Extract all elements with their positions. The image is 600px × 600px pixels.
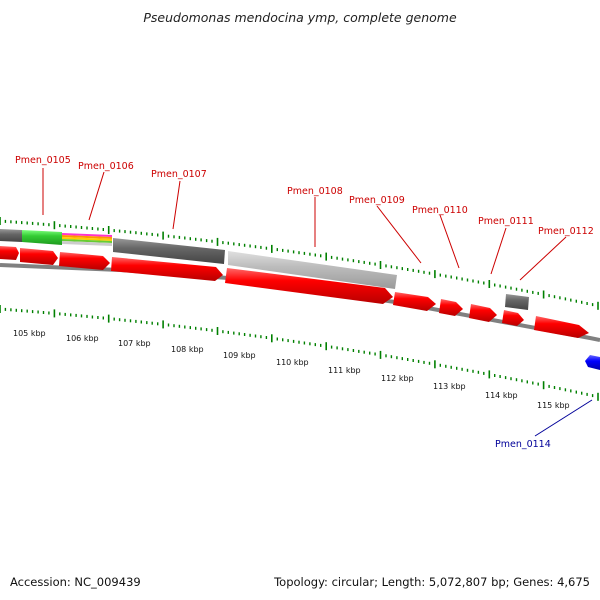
cds-arrow [0, 246, 19, 260]
green-feature-bar [22, 230, 62, 245]
feature-track-upper [0, 229, 529, 310]
kbp-label: 114 kbp [485, 391, 518, 400]
cds-arrow [469, 304, 497, 322]
gene-label[interactable]: Pmen_0106 [78, 161, 134, 172]
leader-line [519, 236, 567, 281]
leader-line [172, 180, 181, 230]
kbp-label: 106 kbp [66, 334, 99, 343]
gene-label[interactable]: Pmen_0111 [478, 216, 534, 227]
cds-arrow [225, 268, 393, 304]
gene-leader-lines [42, 168, 593, 437]
kbp-label: 110 kbp [276, 358, 309, 367]
gene-label[interactable]: Pmen_0112 [538, 226, 594, 237]
leader-line-reverse [534, 399, 593, 437]
kbp-label: 105 kbp [13, 329, 46, 338]
gene-label[interactable]: Pmen_0107 [151, 169, 207, 180]
gray-feature-bar [0, 229, 22, 242]
accession-text: Accession: NC_009439 [10, 575, 141, 589]
gene-label[interactable]: Pmen_0109 [349, 195, 405, 206]
gene-label[interactable]: Pmen_0105 [15, 155, 71, 166]
cds-arrow [59, 252, 110, 270]
kbp-label: 111 kbp [328, 366, 361, 375]
kbp-labels: 105 kbp 106 kbp 107 kbp 108 kbp 109 kbp … [13, 329, 570, 410]
genome-summary-text: Topology: circular; Length: 5,072,807 bp… [274, 575, 590, 589]
kbp-label: 109 kbp [223, 351, 256, 360]
gray-feature-bar [505, 294, 529, 310]
cds-arrow [111, 257, 223, 281]
cds-arrow [439, 299, 463, 316]
tick-row-lower [0, 305, 599, 401]
leader-line [439, 214, 460, 269]
multicolor-feature-bar [62, 233, 112, 246]
cds-arrow-reverse [585, 355, 600, 370]
cds-arrow [20, 248, 58, 265]
kbp-label: 115 kbp [537, 401, 570, 410]
kbp-label: 107 kbp [118, 339, 151, 348]
gray-feature-bar [113, 238, 225, 264]
lightgray-feature-bar [228, 251, 397, 289]
gene-labels: Pmen_0105 Pmen_0106 Pmen_0107 Pmen_0108 … [15, 155, 594, 450]
kbp-label: 108 kbp [171, 345, 204, 354]
gene-label[interactable]: Pmen_0108 [287, 186, 343, 197]
map-title: Pseudomonas mendocina ymp, complete geno… [143, 10, 457, 25]
tick-row-upper [0, 217, 599, 310]
cds-arrow [393, 292, 436, 311]
cds-arrow [534, 316, 589, 338]
leader-line [88, 171, 105, 221]
gene-label[interactable]: Pmen_0110 [412, 205, 468, 216]
gene-label-reverse[interactable]: Pmen_0114 [495, 439, 551, 450]
cds-arrow [502, 310, 524, 326]
leader-line [376, 205, 422, 264]
leader-line [490, 227, 507, 275]
kbp-label: 112 kbp [381, 374, 414, 383]
kbp-label: 113 kbp [433, 382, 466, 391]
cds-track-forward [0, 246, 589, 338]
